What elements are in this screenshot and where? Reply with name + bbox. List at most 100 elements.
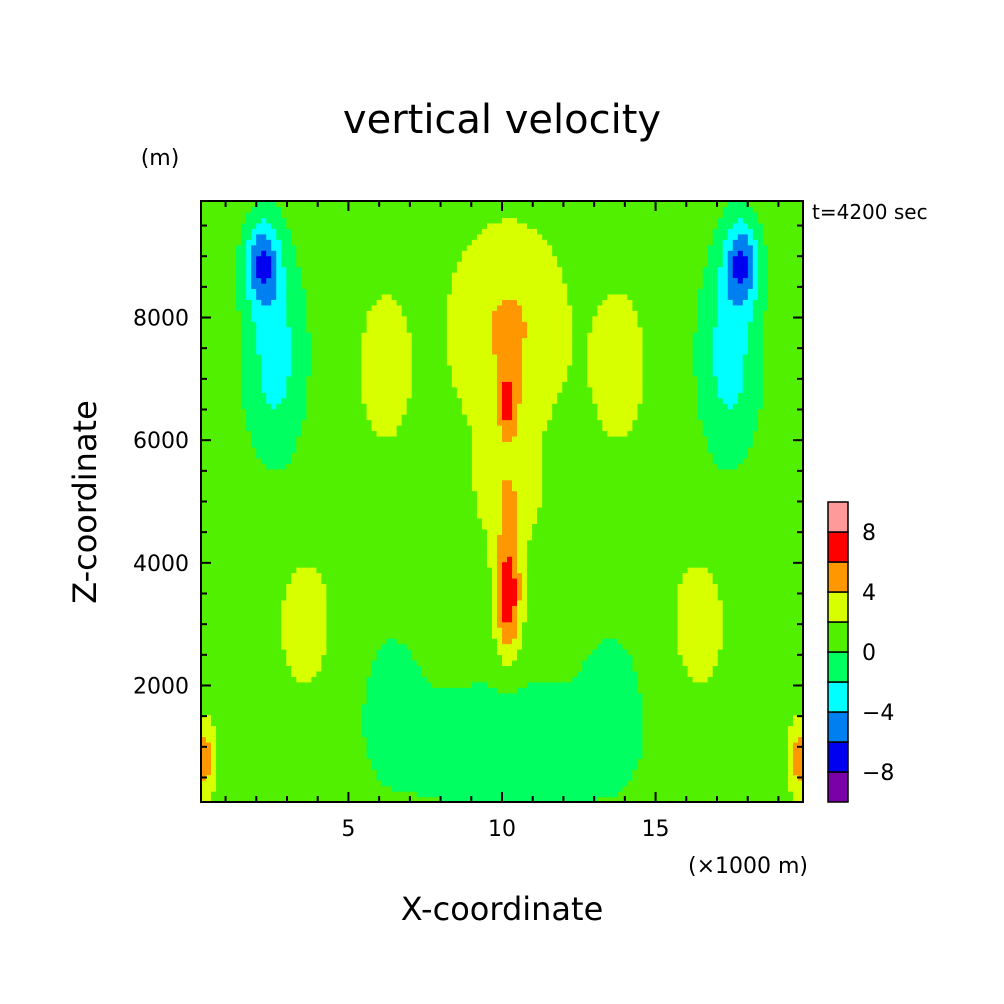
contour-cell — [747, 627, 754, 634]
contour-cell — [496, 670, 503, 677]
contour-cell — [471, 763, 478, 770]
contour-cell — [737, 736, 744, 743]
contour-cell — [717, 654, 724, 661]
contour-cell — [241, 692, 247, 699]
contour-cell — [356, 703, 363, 710]
contour-cell — [396, 572, 403, 579]
contour-cell — [687, 621, 694, 628]
contour-cell — [562, 599, 568, 606]
contour-cell — [286, 632, 292, 639]
contour-cell — [421, 638, 428, 645]
contour-cell — [657, 627, 664, 634]
contour-cell — [602, 599, 608, 606]
contour-cell — [401, 687, 408, 694]
contour-cell — [597, 698, 603, 705]
contour-cell — [376, 780, 383, 787]
contour-cell — [577, 610, 583, 617]
contour-cell — [757, 725, 764, 732]
contour-cell — [256, 725, 262, 732]
contour-cell — [426, 698, 433, 705]
contour-cell — [466, 588, 473, 595]
contour-cell — [241, 687, 247, 694]
contour-cell — [647, 780, 654, 787]
contour-cell — [291, 649, 297, 656]
contour-cell — [421, 769, 428, 776]
contour-cell — [391, 780, 398, 787]
contour-cell — [271, 791, 277, 798]
contour-cell — [221, 621, 227, 628]
contour-cell — [326, 621, 333, 628]
contour-cell — [537, 796, 543, 802]
contour-cell — [496, 643, 503, 650]
contour-cell — [542, 583, 548, 590]
contour-cell — [762, 714, 769, 721]
contour-cell — [306, 769, 312, 776]
contour-cell — [752, 681, 759, 688]
contour-cell — [647, 670, 654, 677]
contour-cell — [496, 692, 503, 699]
contour-cell — [552, 703, 558, 710]
contour-cell — [772, 583, 779, 590]
contour-cell — [416, 638, 423, 645]
contour-cell — [246, 594, 252, 601]
contour-cell — [692, 752, 699, 759]
contour-cell — [386, 780, 393, 787]
contour-cell — [782, 736, 789, 743]
contour-cell — [577, 659, 583, 667]
contour-cell — [502, 769, 508, 776]
contour-cell — [326, 632, 333, 639]
contour-cell — [326, 649, 333, 656]
contour-cell — [431, 774, 438, 781]
contour-cell — [607, 681, 613, 688]
contour-cell — [662, 610, 669, 617]
contour-cell — [311, 572, 317, 579]
contour-cell — [256, 599, 262, 606]
contour-cell — [712, 627, 719, 634]
contour-cell — [677, 643, 684, 650]
contour-cell — [241, 605, 247, 612]
contour-cell — [762, 649, 769, 656]
contour-cell — [271, 758, 277, 765]
contour-cell — [491, 665, 498, 672]
contour-cell — [426, 638, 433, 645]
contour-cell — [241, 741, 247, 748]
contour-cell — [722, 791, 729, 798]
contour-cell — [401, 654, 408, 661]
contour-cell — [682, 687, 689, 694]
contour-cell — [702, 687, 709, 694]
contour-cell — [707, 665, 714, 672]
contour-cell — [496, 627, 503, 634]
contour-cell — [717, 681, 724, 688]
contour-cell — [552, 681, 558, 688]
contour-cell — [381, 599, 388, 606]
contour-cell — [707, 610, 714, 617]
contour-cell — [687, 649, 694, 656]
contour-cell — [737, 725, 744, 732]
contour-cell — [481, 649, 488, 656]
contour-cell — [692, 730, 699, 738]
contour-cell — [461, 747, 468, 754]
contour-cell — [466, 769, 473, 776]
contour-cell — [732, 687, 739, 694]
contour-cell — [632, 758, 639, 765]
contour-cell — [517, 649, 523, 656]
contour-cell — [567, 577, 573, 585]
contour-cell — [386, 621, 393, 628]
contour-cell — [527, 676, 533, 683]
contour-cell — [507, 676, 513, 683]
contour-cell — [381, 714, 388, 721]
contour-cell — [592, 610, 598, 617]
contour-cell — [231, 730, 237, 738]
contour-cell — [201, 720, 207, 727]
contour-cell — [451, 769, 458, 776]
contour-cell — [657, 752, 664, 759]
contour-cell — [682, 616, 689, 623]
contour-cell — [617, 654, 623, 661]
contour-cell — [321, 758, 328, 765]
contour-cell — [507, 692, 513, 699]
contour-cell — [336, 725, 343, 732]
contour-cell — [607, 665, 613, 672]
contour-cell — [592, 758, 598, 765]
contour-cell — [732, 681, 739, 688]
contour-cell — [647, 621, 654, 628]
